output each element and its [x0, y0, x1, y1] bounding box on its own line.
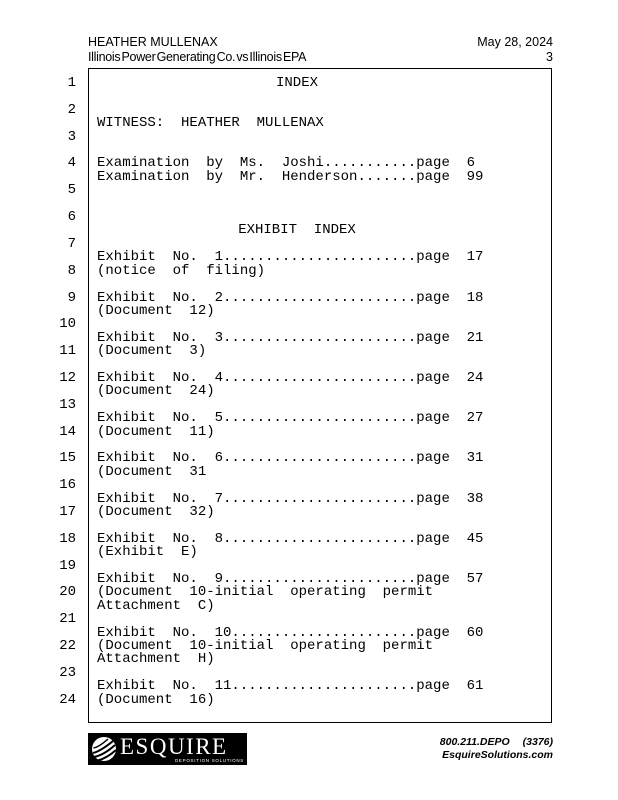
- line-number: 16: [59, 477, 76, 494]
- line-number: 18: [59, 530, 76, 547]
- line-number: 6: [67, 209, 76, 226]
- line-number: 20: [59, 584, 76, 601]
- phone-code: (3376): [522, 736, 553, 748]
- transcript-line: [97, 90, 497, 103]
- transcript-line: (Document 24): [97, 383, 215, 400]
- transcript-line: (Document 10-initial operating permit: [97, 638, 434, 655]
- transcript-line: WITNESS: HEATHER MULLENAX: [97, 115, 324, 132]
- line-number: 15: [59, 450, 76, 467]
- transcript-line: Attachment C): [97, 597, 215, 614]
- line-number: 14: [59, 423, 76, 440]
- transcript-line: Exhibit No. 7.......................page…: [97, 490, 484, 507]
- footer-website: EsquireSolutions.com: [442, 749, 553, 761]
- phone-number: 800.211.DEPO: [439, 736, 510, 748]
- logo-tagline: DEPOSITION SOLUTIONS: [174, 758, 244, 763]
- transcript-line: Exhibit No. 6.......................page…: [97, 450, 484, 467]
- transcript-rows: INDEX WITNESS: HEATHER MULLENAX Examinatio…: [97, 75, 497, 708]
- case-title: Illinois Power Generating Co. vs Illinoi…: [88, 49, 307, 64]
- transcript-line: [97, 198, 497, 211]
- line-number: 8: [67, 262, 76, 279]
- line-number: 24: [59, 691, 76, 708]
- line-number: 11: [59, 343, 76, 360]
- line-number: 5: [67, 182, 76, 199]
- transcript-line: (Document 16): [97, 691, 215, 708]
- transcript-line: (Document 10-initial operating permit: [97, 584, 434, 601]
- transcript-line: Exhibit No. 5.......................page…: [97, 410, 484, 427]
- transcript-line: (notice of filing): [97, 262, 266, 279]
- transcript-line: (Document 3): [97, 343, 207, 360]
- deposition-date: May 28, 2024: [477, 35, 553, 49]
- line-number: 4: [67, 155, 76, 172]
- transcript-line: (Document 12): [97, 302, 215, 319]
- header-left: HEATHER MULLENAX Illinois Power Generati…: [88, 35, 306, 64]
- line-number-column: 1 2 3 4 5 6 7 8 9 10 11 12 13 14 15 16 17 18 19 20 21 22 23 24: [0, 75, 76, 721]
- transcript-line: Exhibit No. 8.......................page…: [97, 530, 484, 547]
- footer-phone-line: 800.211.DEPO (3376): [440, 736, 553, 749]
- line-number: 2: [67, 101, 76, 118]
- line-number: 21: [59, 611, 76, 628]
- transcript-line: (Document 11): [97, 423, 215, 440]
- header-right: May 28, 2024 3: [477, 35, 553, 64]
- page-number: 3: [546, 49, 553, 64]
- footer-contact: 800.211.DEPO (3376) EsquireSolutions.com: [440, 736, 553, 762]
- transcript-line: Exhibit No. 2.......................page…: [97, 289, 484, 306]
- witness-name: HEATHER MULLENAX: [88, 35, 218, 49]
- transcript-line: Exhibit No. 9.......................page…: [97, 571, 484, 588]
- transcript-line: (Document 32): [97, 504, 215, 520]
- transcript-line: Exhibit No. 1.......................page…: [97, 249, 484, 266]
- transcript-line: EXHIBIT INDEX: [238, 222, 356, 239]
- transcript-line: Attachment H): [97, 651, 215, 668]
- line-number: 7: [67, 235, 76, 252]
- line-number: 22: [59, 638, 76, 655]
- transcript-line: (Document 31: [97, 463, 207, 480]
- esquire-logo: ESQUIRE DEPOSITION SOLUTIONS: [88, 733, 247, 765]
- line-number: 1: [67, 75, 76, 91]
- esquire-globe-icon: [92, 737, 117, 762]
- transcript-line: Exhibit No. 11......................page…: [97, 678, 484, 695]
- line-number: 17: [59, 504, 76, 520]
- transcript-line: (Exhibit E): [97, 544, 198, 561]
- transcript-line: [97, 184, 497, 197]
- line-number: 23: [59, 664, 76, 681]
- line-number: 3: [67, 128, 76, 145]
- line-number: 10: [59, 316, 76, 333]
- line-number: 19: [59, 557, 76, 574]
- transcript-line: Examination by Mr. Henderson.......page …: [97, 168, 484, 185]
- transcript-line: Examination by Ms. Joshi...........page …: [97, 155, 476, 172]
- transcript-line: [97, 131, 497, 144]
- line-number: 12: [59, 369, 76, 386]
- transcript-box: [88, 68, 552, 723]
- line-number: 13: [59, 396, 76, 413]
- transcript-line: Exhibit No. 10......................page…: [97, 624, 484, 641]
- transcript-line: Exhibit No. 3.......................page…: [97, 329, 484, 346]
- transcript-line: INDEX: [275, 75, 318, 91]
- transcript-line: Exhibit No. 4.......................page…: [97, 369, 484, 386]
- logo-wordmark: ESQUIRE: [120, 734, 228, 759]
- line-number: 9: [67, 289, 76, 306]
